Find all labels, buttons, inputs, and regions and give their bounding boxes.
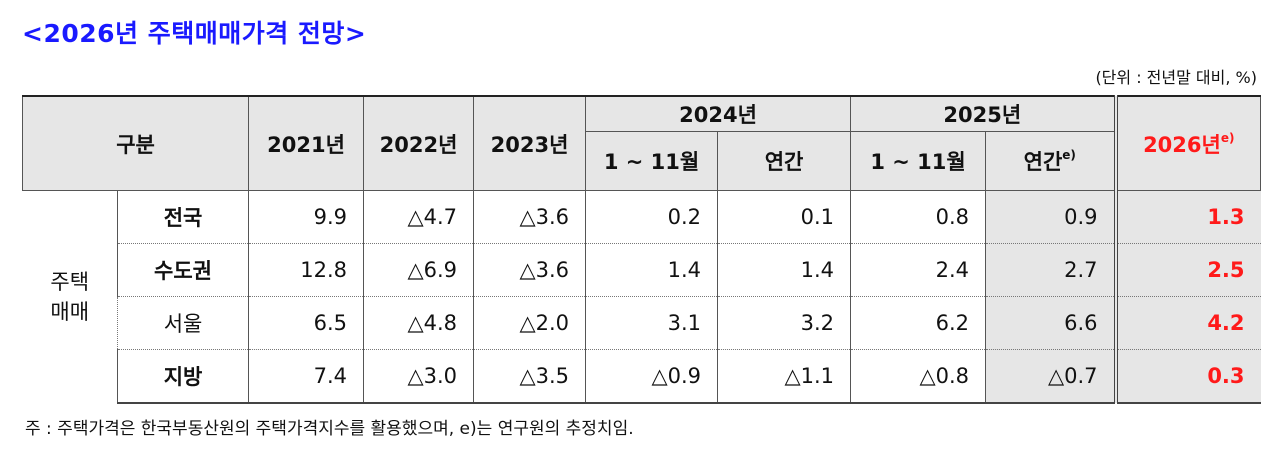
footnote: 주 : 주택가격은 한국부동산원의 주택가격지수를 활용했으며, e)는 연구원… — [25, 419, 634, 439]
row-label: 지방 — [116, 349, 249, 404]
header-2023: 2023년 — [473, 95, 587, 191]
forecast-cell: 0.3 — [1113, 349, 1261, 404]
value-cell: △4.7 — [363, 190, 474, 244]
header-2026-label: 2026년 — [1143, 132, 1221, 157]
table-body: 주택 매매 전국 9.9 △4.7 △3.6 0.2 0.1 0.8 0.9 1.3 수도권 12.8… — [22, 190, 1261, 404]
value-cell: △4.8 — [363, 296, 474, 350]
group-label: 주택 매매 — [22, 190, 118, 403]
value-cell: 0.1 — [717, 190, 851, 244]
value-cell: 3.2 — [717, 296, 851, 350]
table-row: 서울 6.5 △4.8 △2.0 3.1 3.2 6.2 6.6 4.2 — [23, 296, 1261, 350]
value-cell: △3.5 — [473, 349, 586, 404]
value-cell: 3.1 — [585, 296, 718, 350]
value-cell: 12.8 — [248, 243, 364, 297]
forecast-cell: 1.3 — [1113, 190, 1261, 244]
header-2024-annual: 연간 — [717, 131, 852, 191]
value-cell: 2.7 — [985, 243, 1116, 297]
value-cell: 0.9 — [985, 190, 1116, 244]
forecast-cell: 2.5 — [1113, 243, 1261, 297]
value-cell: 0.2 — [585, 190, 718, 244]
value-cell: △1.1 — [717, 349, 851, 404]
header-2024-jan-nov: 1 ~ 11월 — [585, 131, 719, 191]
header-category: 구분 — [21, 95, 250, 191]
header-2025: 2025년 — [850, 95, 1117, 132]
header-2025-jan-nov: 1 ~ 11월 — [850, 131, 987, 191]
price-forecast-table: 구분 2021년 2022년 2023년 2024년 2025년 2026년e)… — [21, 95, 1262, 404]
value-cell: 2.4 — [850, 243, 986, 297]
value-cell: 1.4 — [717, 243, 851, 297]
value-cell: 7.4 — [248, 349, 364, 404]
header-2021: 2021년 — [248, 95, 365, 191]
value-cell: 6.6 — [985, 296, 1116, 350]
value-cell: △0.7 — [985, 349, 1116, 404]
value-cell: 9.9 — [248, 190, 364, 244]
value-cell: △0.9 — [585, 349, 718, 404]
header-2024: 2024년 — [585, 95, 852, 132]
estimate-mark: e) — [1062, 148, 1076, 162]
group-label-text: 주택 매매 — [50, 269, 90, 324]
header-2022: 2022년 — [363, 95, 475, 191]
row-label: 수도권 — [116, 243, 249, 297]
row-label: 전국 — [116, 190, 249, 244]
table-row: 지방 7.4 △3.0 △3.5 △0.9 △1.1 △0.8 △0.7 0.3 — [23, 349, 1261, 404]
header-2026: 2026년e) — [1113, 95, 1262, 191]
header-2025-annual-label: 연간 — [1023, 150, 1063, 174]
value-cell: 6.2 — [850, 296, 986, 350]
forecast-cell: 4.2 — [1113, 296, 1261, 350]
value-cell: 0.8 — [850, 190, 986, 244]
value-cell: 6.5 — [248, 296, 364, 350]
header-2025-annual: 연간e) — [985, 131, 1117, 191]
value-cell: △2.0 — [473, 296, 586, 350]
unit-label: (단위 : 전년말 대비, %) — [1095, 68, 1257, 87]
value-cell: △6.9 — [363, 243, 474, 297]
value-cell: 1.4 — [585, 243, 718, 297]
value-cell: △3.0 — [363, 349, 474, 404]
table-row: 수도권 12.8 △6.9 △3.6 1.4 1.4 2.4 2.7 2.5 — [23, 243, 1261, 297]
value-cell: △3.6 — [473, 190, 586, 244]
value-cell: △3.6 — [473, 243, 586, 297]
estimate-mark: e) — [1220, 130, 1235, 145]
table-row: 주택 매매 전국 9.9 △4.7 △3.6 0.2 0.1 0.8 0.9 1.3 — [22, 190, 1261, 403]
value-cell: △0.8 — [850, 349, 986, 404]
page-title: <2026년 주택매매가격 전망> — [22, 19, 367, 48]
row-label: 서울 — [116, 296, 249, 350]
